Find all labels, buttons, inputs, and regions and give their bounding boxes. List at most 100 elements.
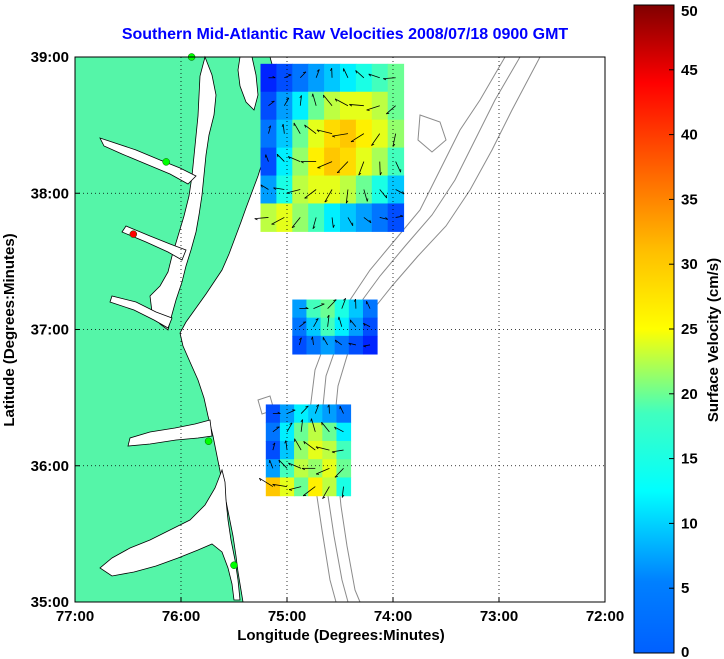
velocity-cell [294,459,309,478]
vector-head [392,143,396,147]
velocity-cell [308,477,323,497]
velocity-cell [336,440,352,460]
velocity-vector [286,409,296,414]
velocity-vector [272,426,280,433]
vector-head [254,218,258,221]
velocity-cell [322,440,337,460]
velocity-cell [336,422,352,442]
velocity-cell [260,147,277,177]
velocity-vector [379,217,388,220]
station-marker [162,158,170,166]
velocity-vector [363,217,372,224]
chesapeake-bay [149,55,217,331]
velocity-cell [294,422,309,442]
velocity-vector [265,154,269,162]
velocity-cell [320,299,336,319]
vector-head [291,226,295,228]
vector-head [326,314,330,318]
velocity-vector [299,71,307,79]
colorbar-tick-labels: 0 5 10 15 20 25 30 35 40 45 50 [669,3,698,659]
vector-head [302,71,307,74]
velocity-cell [308,63,325,93]
velocity-cell [371,63,389,93]
velocity-cell [308,422,323,442]
velocity-cell [279,459,295,478]
vector-head [286,97,290,100]
vector-head [334,475,338,478]
vector-head [334,339,337,343]
colorbar [633,4,675,654]
velocity-vector [322,337,328,346]
vector-head [300,419,303,423]
velocity-vector [294,438,302,451]
velocity-vector [371,133,381,146]
velocity-vector [272,483,288,487]
velocity-vector [341,486,344,498]
velocity-cell [348,299,364,319]
velocity-vector [268,125,272,134]
vector-head [322,94,325,99]
velocity-vector [395,215,404,218]
velocity-cell [292,335,307,355]
velocity-cell [279,477,295,497]
velocity-vector [363,322,371,328]
velocity-vector [379,189,387,199]
vector-head [348,342,352,346]
velocity-cell [320,317,336,337]
velocity-vector [363,344,371,347]
velocity-vector [347,217,354,226]
vector-head [272,75,276,79]
y-tick-label: 38:00 [31,185,69,202]
velocity-cell [334,335,350,355]
vector-head [301,467,305,471]
vector-head [272,484,276,487]
velocity-cell [276,175,293,204]
vector-head [259,477,262,481]
velocity-cell [308,459,323,478]
vector-head [371,143,375,146]
vector-head [273,187,277,190]
james-river [109,295,173,329]
vector-head [366,109,370,111]
velocity-vector [395,161,401,173]
x-tick-labels: 77:00 76:00 75:00 74:00 73:00 72:00 [56,597,624,625]
vector-head [331,451,335,454]
vector-head [332,224,335,228]
velocity-cell [387,91,405,121]
velocity-vector [383,77,396,80]
x-tick-label: 75:00 [268,608,306,625]
vector-head [289,422,293,425]
vector-head [316,69,320,72]
vector-head [400,214,404,217]
velocity-vector [312,336,314,345]
vector-head [278,459,281,463]
velocity-cell [308,147,325,177]
velocity-vector [334,468,344,478]
velocity-cell [276,119,293,149]
velocity-vector [323,94,333,106]
vector-head [353,298,356,302]
y-tick-label: 37:00 [31,322,69,339]
vector-head [355,70,358,74]
velocity-cell [265,477,281,497]
velocity-cell [387,63,405,93]
velocity-vector [300,419,304,432]
vector-head [276,154,279,158]
vector-head [287,156,291,160]
velocity-cell [276,147,293,177]
vector-head [315,318,319,321]
vector-head [305,306,309,309]
velocity-vector [321,421,330,433]
vector-head [343,298,346,301]
velocity-vector [349,104,364,107]
velocity-cell [279,440,295,460]
velocity-cell [292,63,309,93]
velocity-cell [348,335,364,355]
colorbar-tick-label: 25 [681,321,698,338]
vector-head [341,494,345,498]
velocity-vector [334,98,349,107]
vector-head [304,124,307,128]
velocity-vector [311,418,316,432]
velocity-cell [294,440,309,460]
vector-head [337,316,340,320]
